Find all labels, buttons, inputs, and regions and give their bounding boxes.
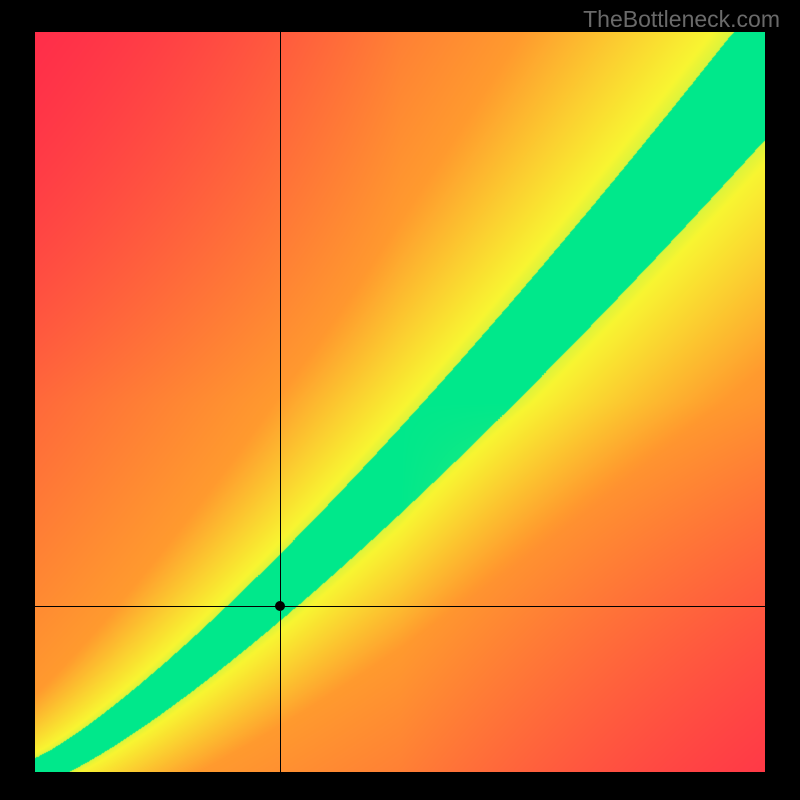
watermark-text: TheBottleneck.com — [583, 6, 780, 33]
heatmap-canvas — [35, 32, 765, 772]
data-point-marker — [275, 601, 285, 611]
crosshair-horizontal — [35, 606, 765, 607]
plot-area — [35, 32, 765, 772]
crosshair-vertical — [280, 32, 281, 772]
